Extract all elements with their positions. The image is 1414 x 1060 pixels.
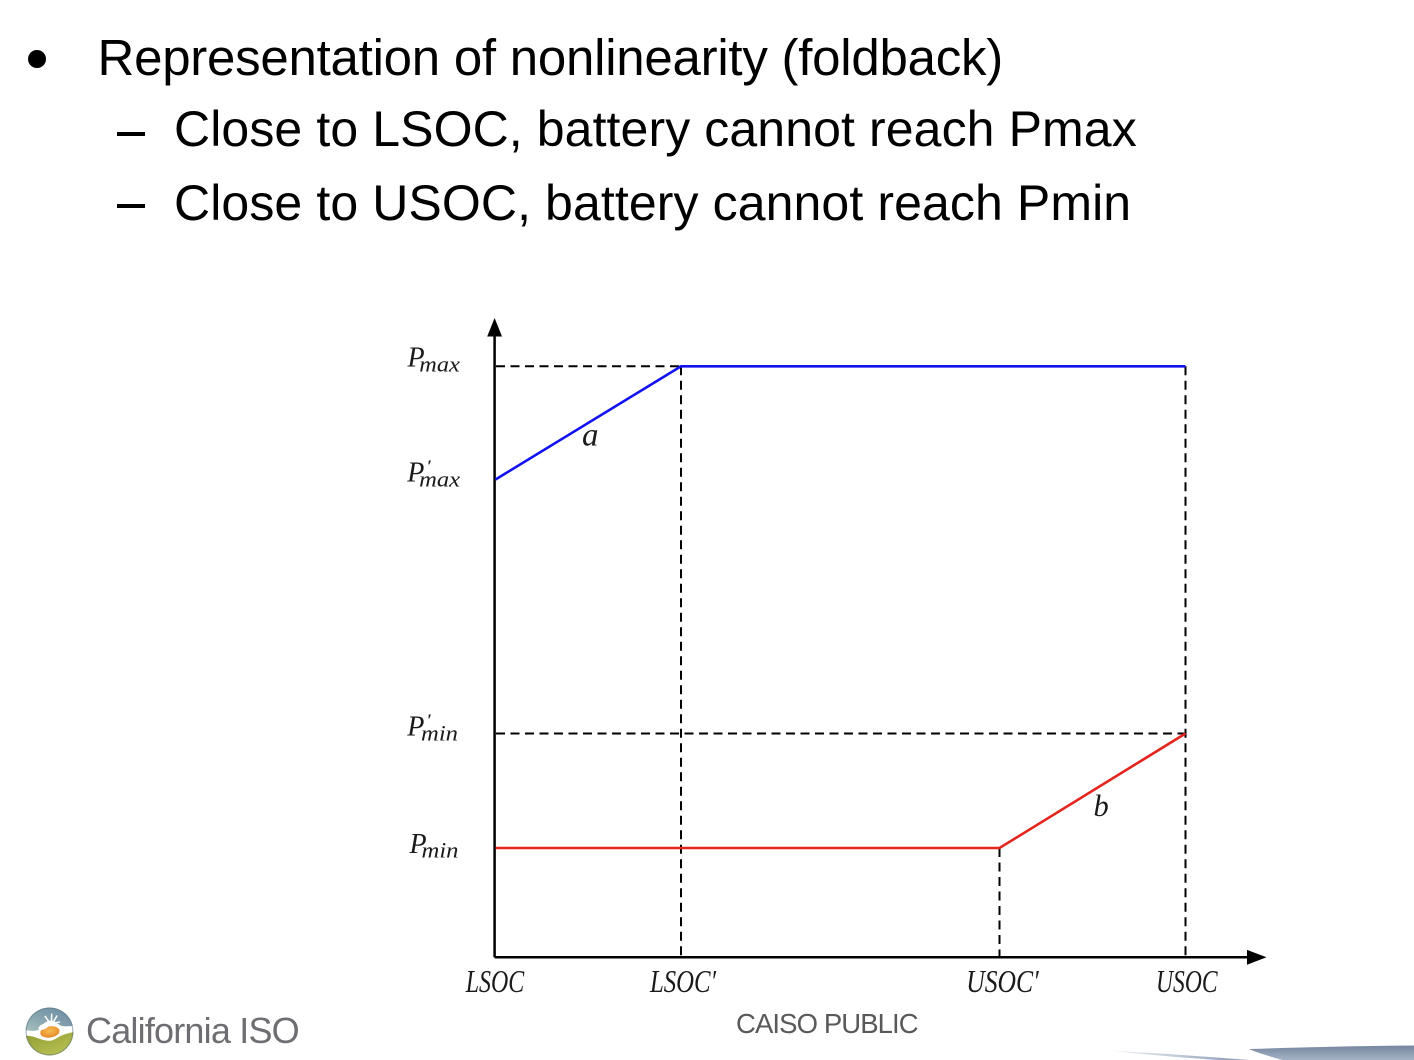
svg-text:max: max: [419, 352, 460, 377]
svg-text:max: max: [419, 467, 460, 492]
svg-text:′: ′: [427, 457, 432, 476]
svg-text:P: P: [407, 342, 425, 373]
svg-text:b: b: [1094, 789, 1109, 823]
svg-text:P: P: [406, 712, 424, 743]
svg-text:LSOC′: LSOC′: [649, 964, 717, 999]
svg-text:′: ′: [427, 711, 432, 730]
svg-text:USOC: USOC: [1156, 964, 1218, 999]
svg-text:P: P: [409, 829, 427, 860]
svg-text:min: min: [421, 721, 458, 746]
svg-text:LSOC: LSOC: [465, 964, 525, 999]
svg-text:min: min: [422, 838, 459, 863]
svg-text:USOC′: USOC′: [966, 964, 1039, 999]
svg-text:a: a: [582, 418, 599, 454]
svg-text:P: P: [406, 458, 424, 489]
